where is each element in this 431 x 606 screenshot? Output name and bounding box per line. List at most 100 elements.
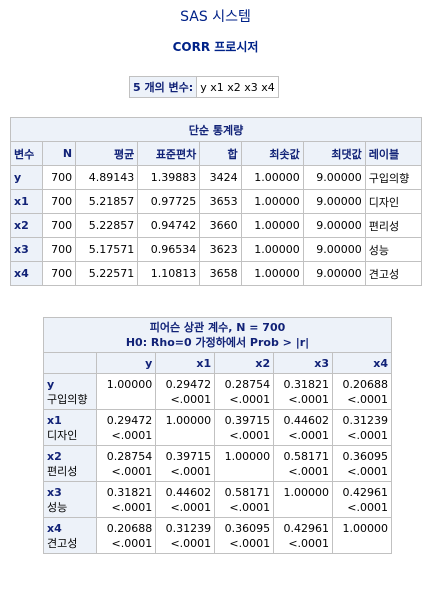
correlation-header-row: y x1 x2 x3 x4 (44, 353, 391, 373)
stats-cell-sum: 3658 (200, 262, 241, 285)
correlation-coefficient: 0.58171 (283, 450, 330, 463)
correlation-row: y 구입의향 1.00000 0.29472 <.0001 0.28754 <.0001 0.… (44, 374, 391, 409)
correlation-table: 피어슨 상관 계수, N = 700 H0: Rho=0 가정하에서 Prob … (43, 317, 392, 554)
correlation-p-value: <.0001 (347, 393, 388, 406)
correlation-row-var: x2 (47, 450, 62, 463)
correlation-cell: 0.39715 <.0001 (156, 446, 215, 481)
stats-cell-min: 1.00000 (241, 262, 303, 285)
correlation-coefficient: 0.31821 (283, 378, 330, 391)
correlation-p-value: <.0001 (229, 429, 271, 442)
correlation-p-value: <.0001 (288, 393, 330, 406)
correlation-row-header: y 구입의향 (44, 374, 97, 409)
simple-statistics-table: 단순 통계량 변수 N 평균 표준편차 합 최솟값 최댓값 레이블 y 700 4.89143 1.… (10, 117, 422, 286)
stats-cell-mean: 5.21857 (76, 190, 138, 213)
correlation-row: x1 디자인 0.29472 <.0001 1.00000 0.39715 <.0001 0.… (44, 410, 391, 445)
stats-var-name: y (11, 166, 43, 189)
correlation-p-value (100, 392, 152, 407)
correlation-p-value: <.0001 (170, 501, 212, 514)
correlation-p-value: <.0001 (347, 465, 388, 478)
correlation-coefficient: 0.42961 (283, 522, 330, 535)
correlation-coefficient: 0.39715 (165, 450, 212, 463)
stats-cell-std: 1.10813 (138, 262, 200, 285)
stats-col-header: 표준편차 (138, 142, 200, 165)
stats-row: x4 700 5.22571 1.10813 3658 1.00000 9.00000 견고성 (11, 262, 421, 285)
stats-cell-label: 견고성 (365, 262, 421, 285)
correlation-p-value: <.0001 (347, 429, 388, 442)
stats-cell-min: 1.00000 (241, 238, 303, 261)
correlation-p-value: <.0001 (111, 501, 153, 514)
correlation-caption-line1: 피어슨 상관 계수, N = 700 (149, 321, 286, 334)
stats-cell-label: 디자인 (365, 190, 421, 213)
correlation-row-label: 성능 (47, 501, 68, 514)
correlation-row-var: x3 (47, 486, 62, 499)
stats-row: x3 700 5.17571 0.96534 3623 1.00000 9.00000 성능 (11, 238, 421, 261)
correlation-coefficient: 1.00000 (165, 414, 212, 427)
stats-col-header: 최솟값 (241, 142, 303, 165)
variables-value: y x1 x2 x3 x4 (197, 77, 278, 97)
stats-cell-n: 700 (43, 166, 76, 189)
stats-cell-sum: 3424 (200, 166, 241, 189)
stats-cell-n: 700 (43, 190, 76, 213)
correlation-cell: 0.29472 <.0001 (156, 374, 215, 409)
stats-cell-max: 9.00000 (303, 166, 365, 189)
correlation-coefficient: 1.00000 (283, 486, 330, 499)
stats-cell-sum: 3653 (200, 190, 241, 213)
correlation-coefficient: 0.31239 (165, 522, 212, 535)
correlation-p-value (159, 428, 211, 443)
stats-var-name: x3 (11, 238, 43, 261)
stats-var-name: x1 (11, 190, 43, 213)
stats-col-header: 평균 (76, 142, 138, 165)
stats-col-header: 합 (200, 142, 241, 165)
correlation-row-label: 편리성 (47, 465, 78, 478)
correlation-cell: 0.31239 <.0001 (333, 410, 391, 445)
stats-cell-max: 9.00000 (303, 262, 365, 285)
correlation-cell: 0.58171 <.0001 (274, 446, 333, 481)
stats-var-name: x4 (11, 262, 43, 285)
correlation-p-value: <.0001 (170, 537, 212, 550)
correlation-cell: 1.00000 (215, 446, 274, 481)
correlation-coefficient: 0.28754 (106, 450, 153, 463)
variables-label: 5 개의 변수: (130, 77, 197, 97)
correlation-cell: 0.20688 <.0001 (333, 374, 391, 409)
stats-cell-sum: 3660 (200, 214, 241, 237)
correlation-coefficient: 0.28754 (224, 378, 271, 391)
correlation-p-value: <.0001 (111, 465, 153, 478)
correlation-coefficient: 0.20688 (342, 378, 389, 391)
correlation-coefficient: 1.00000 (342, 522, 389, 535)
stats-cell-mean: 5.22571 (76, 262, 138, 285)
procedure-title: CORR 프로시저 (172, 40, 259, 54)
correlation-cell: 0.36095 <.0001 (333, 446, 391, 481)
correlation-coefficient: 0.31239 (342, 414, 389, 427)
stats-cell-max: 9.00000 (303, 238, 365, 261)
correlation-cell: 0.44602 <.0001 (156, 482, 215, 517)
correlation-coefficient: 0.20688 (106, 522, 153, 535)
correlation-col-header: y (97, 353, 156, 373)
stats-cell-n: 700 (43, 262, 76, 285)
stats-cell-n: 700 (43, 238, 76, 261)
correlation-row-header: x3 성능 (44, 482, 97, 517)
stats-cell-mean: 4.89143 (76, 166, 138, 189)
stats-col-header: 변수 (11, 142, 43, 165)
correlation-row-label: 견고성 (47, 537, 78, 550)
correlation-coefficient: 1.00000 (106, 378, 153, 391)
correlation-row: x2 편리성 0.28754 <.0001 0.39715 <.0001 1.00000 0.… (44, 446, 391, 481)
stats-row: x1 700 5.21857 0.97725 3653 1.00000 9.00000 디자인 (11, 190, 421, 213)
stats-cell-label: 편리성 (365, 214, 421, 237)
correlation-row-header: x1 디자인 (44, 410, 97, 445)
stats-col-header: 레이블 (365, 142, 421, 165)
correlation-row-var: x4 (47, 522, 62, 535)
stats-cell-min: 1.00000 (241, 166, 303, 189)
correlation-p-value: <.0001 (170, 465, 212, 478)
correlation-row-label: 구입의향 (47, 393, 88, 406)
correlation-p-value: <.0001 (229, 501, 271, 514)
correlation-col-header: x1 (156, 353, 215, 373)
correlation-row-label: 디자인 (47, 429, 78, 442)
correlation-col-header: x4 (333, 353, 391, 373)
correlation-cell: 0.36095 <.0001 (215, 518, 274, 553)
stats-cell-std: 0.97725 (138, 190, 200, 213)
correlation-coefficient: 0.39715 (224, 414, 271, 427)
stats-cell-std: 1.39883 (138, 166, 200, 189)
stats-col-header: 최댓값 (303, 142, 365, 165)
stats-cell-mean: 5.17571 (76, 238, 138, 261)
correlation-p-value: <.0001 (347, 501, 388, 514)
